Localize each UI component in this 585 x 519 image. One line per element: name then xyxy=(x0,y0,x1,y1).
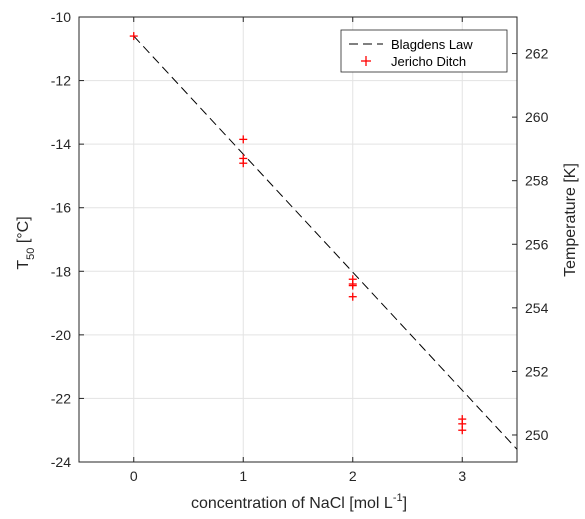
y-tick-label: -24 xyxy=(51,454,71,470)
right-y-tick-label: 250 xyxy=(525,427,549,443)
plot-area xyxy=(78,16,518,463)
legend-jericho-ditch-swatch xyxy=(361,56,371,66)
x-axis-label-main: concentration of NaCl [mol L xyxy=(191,495,393,512)
y-tick-label: -16 xyxy=(51,200,71,216)
y-axis-label-main: T xyxy=(15,260,32,270)
x-axis-label: concentration of NaCl [mol L-1] xyxy=(191,492,407,512)
y-tick-label: -18 xyxy=(51,263,71,279)
y-axis-label-tail: [°C] xyxy=(15,216,32,247)
legend: Blagdens Law Jericho Ditch xyxy=(340,29,508,73)
y-tick-label: -14 xyxy=(51,136,71,152)
x-tick-label: 1 xyxy=(239,468,247,484)
legend-blagdens-law-label: Blagdens Law xyxy=(391,37,473,52)
axis-ticks: 0 1 2 3 -24 -22 -20 -18 -16 -14 -12 -10 250 252 254 256… xyxy=(51,9,549,484)
right-y-tick-label: 260 xyxy=(525,109,549,125)
jericho-ditch-point xyxy=(129,32,138,41)
y-axis-label-subscript: 50 xyxy=(25,248,37,260)
x-axis-label-superscript: -1 xyxy=(393,492,403,504)
legend-box xyxy=(340,29,508,73)
legend-jericho-ditch-label: Jericho Ditch xyxy=(391,54,466,69)
y-axis-label: T50 [°C] xyxy=(15,216,37,269)
jericho-ditch-point xyxy=(348,292,357,301)
blagdens-law-line xyxy=(133,35,518,450)
right-y-tick-label: 254 xyxy=(525,300,549,316)
chart-marks xyxy=(129,32,518,450)
jericho-ditch-point xyxy=(348,280,357,288)
right-y-axis-label: Temperature [K] xyxy=(562,163,579,277)
x-axis-label-tail: ] xyxy=(403,495,407,512)
jericho-ditch-point xyxy=(239,159,248,168)
jericho-ditch-point xyxy=(239,135,248,144)
y-tick-label: -20 xyxy=(51,327,71,343)
jericho-ditch-point xyxy=(458,426,467,435)
right-y-tick-label: 256 xyxy=(525,236,549,252)
right-y-tick-label: 258 xyxy=(525,173,549,189)
y-tick-label: -10 xyxy=(51,9,71,25)
y-tick-label: -22 xyxy=(51,390,71,406)
right-y-tick-label: 252 xyxy=(525,363,549,379)
x-tick-label: 0 xyxy=(130,468,138,484)
x-tick-label: 2 xyxy=(349,468,357,484)
y-tick-label: -12 xyxy=(51,73,71,89)
x-tick-label: 3 xyxy=(458,468,466,484)
right-y-tick-label: 262 xyxy=(525,46,549,62)
